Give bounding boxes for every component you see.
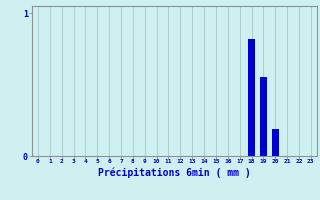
X-axis label: Précipitations 6min ( mm ): Précipitations 6min ( mm ) — [98, 167, 251, 178]
Bar — [272, 129, 279, 156]
Bar — [248, 39, 255, 156]
Bar — [260, 77, 267, 156]
